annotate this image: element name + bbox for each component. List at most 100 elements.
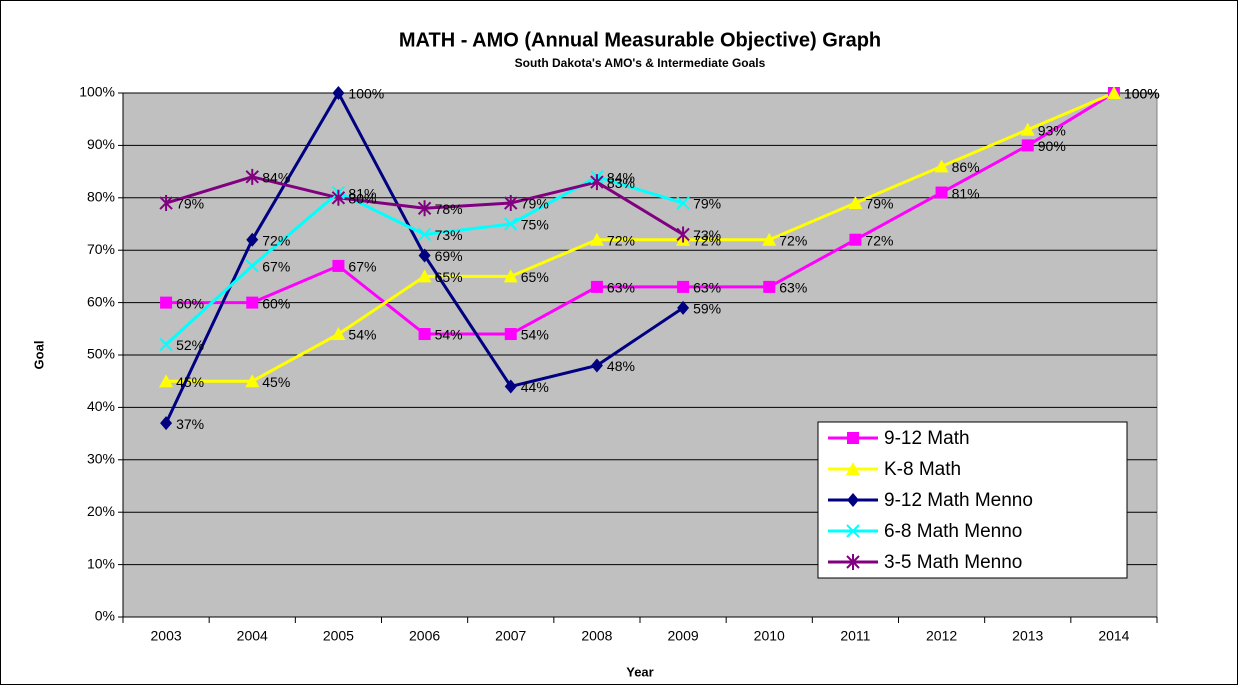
marker xyxy=(1106,86,1121,99)
marker xyxy=(846,462,860,475)
data-label: 93% xyxy=(1038,122,1066,138)
marker xyxy=(504,217,518,231)
series-line xyxy=(166,91,1115,383)
legend-label: 3-5 Math Menno xyxy=(884,552,1022,573)
chart-title: MATH - AMO (Annual Measurable Objective)… xyxy=(399,29,881,51)
marker xyxy=(245,168,259,185)
x-tick-label: 2008 xyxy=(581,628,612,644)
data-label: 79% xyxy=(693,196,721,212)
marker xyxy=(590,358,603,373)
marker xyxy=(332,259,345,272)
chart-subtitle: South Dakota's AMO's & Intermediate Goal… xyxy=(515,56,766,70)
x-tick-label: 2005 xyxy=(323,628,354,644)
y-axis-label: Goal xyxy=(31,341,46,370)
marker xyxy=(846,554,860,570)
data-label: 54% xyxy=(348,327,376,343)
data-label: 44% xyxy=(521,379,549,395)
data-label: 72% xyxy=(779,232,807,248)
data-label: 73% xyxy=(435,227,463,243)
legend-label: 6-8 Math Menno xyxy=(884,521,1022,542)
legend: 9-12 Math K-8 Math 9-12 Math Menno 6-8 Math… xyxy=(817,421,1128,579)
data-label: 79% xyxy=(176,196,204,212)
x-tick-label: 2010 xyxy=(754,628,785,644)
y-tick-label: 60% xyxy=(87,293,115,309)
x-tick-label: 2013 xyxy=(1012,628,1043,644)
data-label: 37% xyxy=(176,416,204,432)
marker xyxy=(763,280,776,293)
data-label: 65% xyxy=(521,269,549,285)
y-tick-label: 100% xyxy=(79,84,115,100)
marker xyxy=(504,195,518,212)
data-label: 45% xyxy=(262,374,290,390)
y-tick-label: 40% xyxy=(87,398,115,414)
marker xyxy=(846,524,860,538)
data-label: 72% xyxy=(607,232,635,248)
marker xyxy=(1021,139,1034,152)
marker xyxy=(504,379,517,394)
marker xyxy=(504,328,517,341)
data-label: 78% xyxy=(435,201,463,217)
marker xyxy=(246,232,259,247)
data-label: 67% xyxy=(348,259,376,275)
data-label: 69% xyxy=(435,248,463,264)
x-tick-label: 2007 xyxy=(495,628,526,644)
marker xyxy=(934,159,949,173)
y-tick-label: 70% xyxy=(87,241,115,257)
data-label: 63% xyxy=(779,280,807,296)
data-label: 84% xyxy=(607,170,635,186)
marker xyxy=(847,432,859,444)
data-label: 63% xyxy=(693,280,721,296)
data-label: 100% xyxy=(1124,86,1160,102)
data-label: 73% xyxy=(693,227,721,243)
marker xyxy=(677,300,690,315)
x-tick-label: 2011 xyxy=(840,628,870,644)
marker xyxy=(417,200,432,217)
marker xyxy=(417,269,432,283)
data-label: 81% xyxy=(952,185,980,201)
marker xyxy=(676,196,690,210)
marker xyxy=(418,328,431,341)
y-tick-label: 90% xyxy=(87,136,115,152)
marker xyxy=(848,196,863,210)
data-label: 75% xyxy=(521,217,549,233)
data-label: 72% xyxy=(262,232,290,248)
marker xyxy=(418,248,431,263)
data-label: 60% xyxy=(176,295,204,311)
y-tick-label: 50% xyxy=(87,346,115,362)
data-label: 54% xyxy=(435,327,463,343)
data-label: 63% xyxy=(607,280,635,296)
data-label: 59% xyxy=(693,301,721,317)
data-label: 86% xyxy=(952,159,980,175)
marker xyxy=(762,232,777,246)
data-label: 54% xyxy=(521,327,549,343)
y-tick-label: 30% xyxy=(87,451,115,467)
y-tick-label: 20% xyxy=(87,503,115,519)
x-tick-label: 2003 xyxy=(151,628,182,644)
marker xyxy=(503,269,518,283)
x-tick-label: 2012 xyxy=(926,628,957,644)
marker xyxy=(590,280,603,293)
marker xyxy=(332,86,345,100)
data-label: 90% xyxy=(1038,138,1066,154)
x-tick-label: 2004 xyxy=(237,628,268,644)
data-label: 45% xyxy=(176,374,204,390)
y-tick-label: 80% xyxy=(87,189,115,205)
marker xyxy=(590,174,604,191)
data-label: 72% xyxy=(865,232,893,248)
legend-label: 9-12 Math Menno xyxy=(884,490,1033,511)
legend-label: 9-12 Math xyxy=(884,428,970,449)
marker xyxy=(160,416,173,431)
data-label: 67% xyxy=(262,259,290,275)
data-label: 52% xyxy=(176,337,204,353)
marker xyxy=(331,189,346,206)
data-label: 100% xyxy=(348,86,384,102)
marker xyxy=(676,226,690,243)
marker xyxy=(677,280,690,293)
y-tick-label: 10% xyxy=(87,555,115,571)
data-label: 81% xyxy=(348,185,376,201)
data-label: 100% xyxy=(1124,86,1160,102)
x-tick-label: 2006 xyxy=(409,628,440,644)
marker xyxy=(245,259,259,273)
x-tick-label: 2009 xyxy=(668,628,699,644)
